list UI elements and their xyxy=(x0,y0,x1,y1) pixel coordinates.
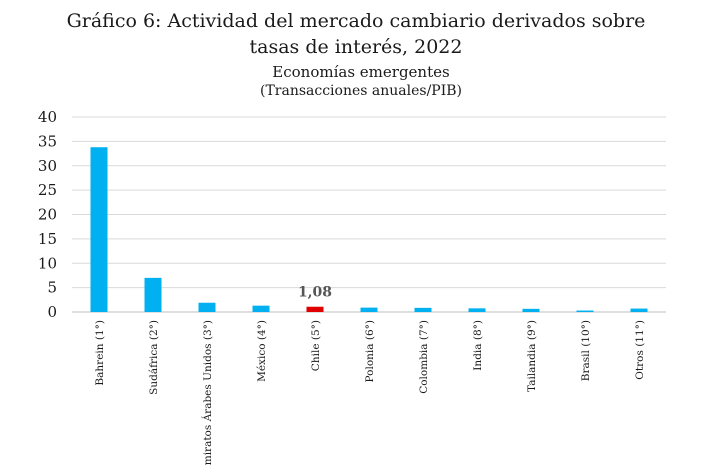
y-tick-label: 30 xyxy=(38,157,57,175)
bar-7 xyxy=(414,307,432,312)
x-tick-label: Chile (5°) xyxy=(310,320,322,371)
bar-11 xyxy=(630,308,648,312)
y-tick-label: 35 xyxy=(38,132,57,150)
chart-subtitle-units: (Transacciones anuales/PIB) xyxy=(259,83,462,99)
bar-9 xyxy=(522,308,540,312)
bar-6 xyxy=(360,307,378,312)
bar-10 xyxy=(576,310,594,312)
x-tick-label: México (4°) xyxy=(256,320,268,382)
bar-1 xyxy=(90,147,108,312)
x-tick-label: Emiratos Árabes Unidos (3°) xyxy=(200,320,214,465)
y-tick-label: 25 xyxy=(38,181,57,199)
chart-title-line-1: Gráfico 6: Actividad del mercado cambiar… xyxy=(66,10,646,32)
x-tick-label: Polonia (6°) xyxy=(364,320,376,382)
bar-3 xyxy=(198,302,216,312)
x-tick-label: Bahrein (1°) xyxy=(94,320,106,386)
bar-2 xyxy=(144,277,162,312)
y-tick-label: 5 xyxy=(47,279,57,297)
bar-5 xyxy=(306,306,324,312)
x-tick-label: Colombia (7°) xyxy=(418,320,430,394)
bar-8 xyxy=(468,308,486,312)
y-tick-label: 15 xyxy=(38,230,57,248)
x-tick-label: Brasil (10°) xyxy=(580,320,592,381)
x-tick-label: Otros (11°) xyxy=(634,320,646,380)
y-tick-label: 40 xyxy=(38,108,57,126)
y-tick-label: 0 xyxy=(47,303,57,321)
chart-subtitle: Economías emergentes xyxy=(272,63,450,81)
chart-titles: Gráfico 6: Actividad del mercado cambiar… xyxy=(0,8,722,100)
chart-title-line-2: tasas de interés, 2022 xyxy=(249,36,463,58)
x-tick-label: Sudáfrica (2°) xyxy=(148,320,160,395)
bar-4 xyxy=(252,305,270,312)
y-tick-label: 10 xyxy=(38,254,57,272)
y-tick-label: 20 xyxy=(38,206,57,224)
data-label: 1,08 xyxy=(298,285,332,301)
x-tick-label: India (8°) xyxy=(472,320,484,371)
x-tick-label: Tailandia (9°) xyxy=(526,320,538,392)
